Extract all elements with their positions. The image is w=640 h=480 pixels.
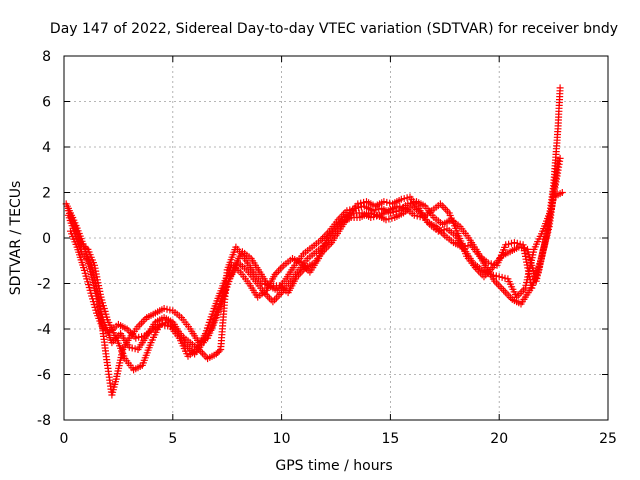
y-tick-label: 8 bbox=[42, 49, 51, 65]
x-tick-label: 5 bbox=[168, 431, 177, 447]
data-point bbox=[496, 283, 504, 291]
axis-ticks bbox=[63, 55, 609, 421]
x-tick-label: 25 bbox=[599, 431, 617, 447]
y-tick-label: 6 bbox=[42, 95, 51, 111]
data-point bbox=[269, 298, 277, 306]
chart-title: Day 147 of 2022, Sidereal Day-to-day VTE… bbox=[50, 21, 618, 37]
data-point bbox=[518, 288, 526, 296]
data-point bbox=[505, 292, 513, 300]
x-tick-label: 0 bbox=[60, 431, 69, 447]
x-tick-label: 20 bbox=[490, 431, 508, 447]
data-point bbox=[136, 321, 144, 329]
data-point bbox=[500, 286, 508, 294]
data-point bbox=[516, 290, 524, 297]
data-marks bbox=[62, 84, 566, 399]
y-tick-label: -2 bbox=[37, 277, 51, 293]
data-point bbox=[554, 157, 562, 165]
y-tick-label: 0 bbox=[42, 231, 51, 247]
y-tick-labels: -8 -6 -4 -2 0 2 4 6 8 bbox=[37, 49, 51, 429]
x-tick-label: 15 bbox=[381, 431, 399, 447]
data-point bbox=[138, 319, 145, 327]
x-tick-labels: 0 5 10 15 20 25 bbox=[60, 431, 617, 447]
y-tick-label: -8 bbox=[37, 413, 51, 429]
data-point bbox=[271, 296, 279, 304]
data-point bbox=[278, 263, 286, 271]
x-axis-label: GPS time / hours bbox=[275, 458, 392, 474]
y-tick-label: 4 bbox=[42, 140, 51, 156]
y-axis-label: SDTVAR / TECUs bbox=[8, 181, 24, 296]
y-tick-label: -4 bbox=[37, 322, 51, 338]
data-point bbox=[438, 202, 446, 210]
y-tick-label: 2 bbox=[42, 186, 51, 202]
data-point bbox=[556, 84, 564, 92]
data-point bbox=[475, 267, 483, 275]
y-tick-label: -6 bbox=[37, 368, 51, 384]
data-point bbox=[385, 215, 393, 223]
series-track-4 bbox=[64, 157, 562, 363]
data-point bbox=[215, 347, 223, 355]
x-tick-label: 10 bbox=[273, 431, 291, 447]
data-point bbox=[558, 189, 566, 196]
